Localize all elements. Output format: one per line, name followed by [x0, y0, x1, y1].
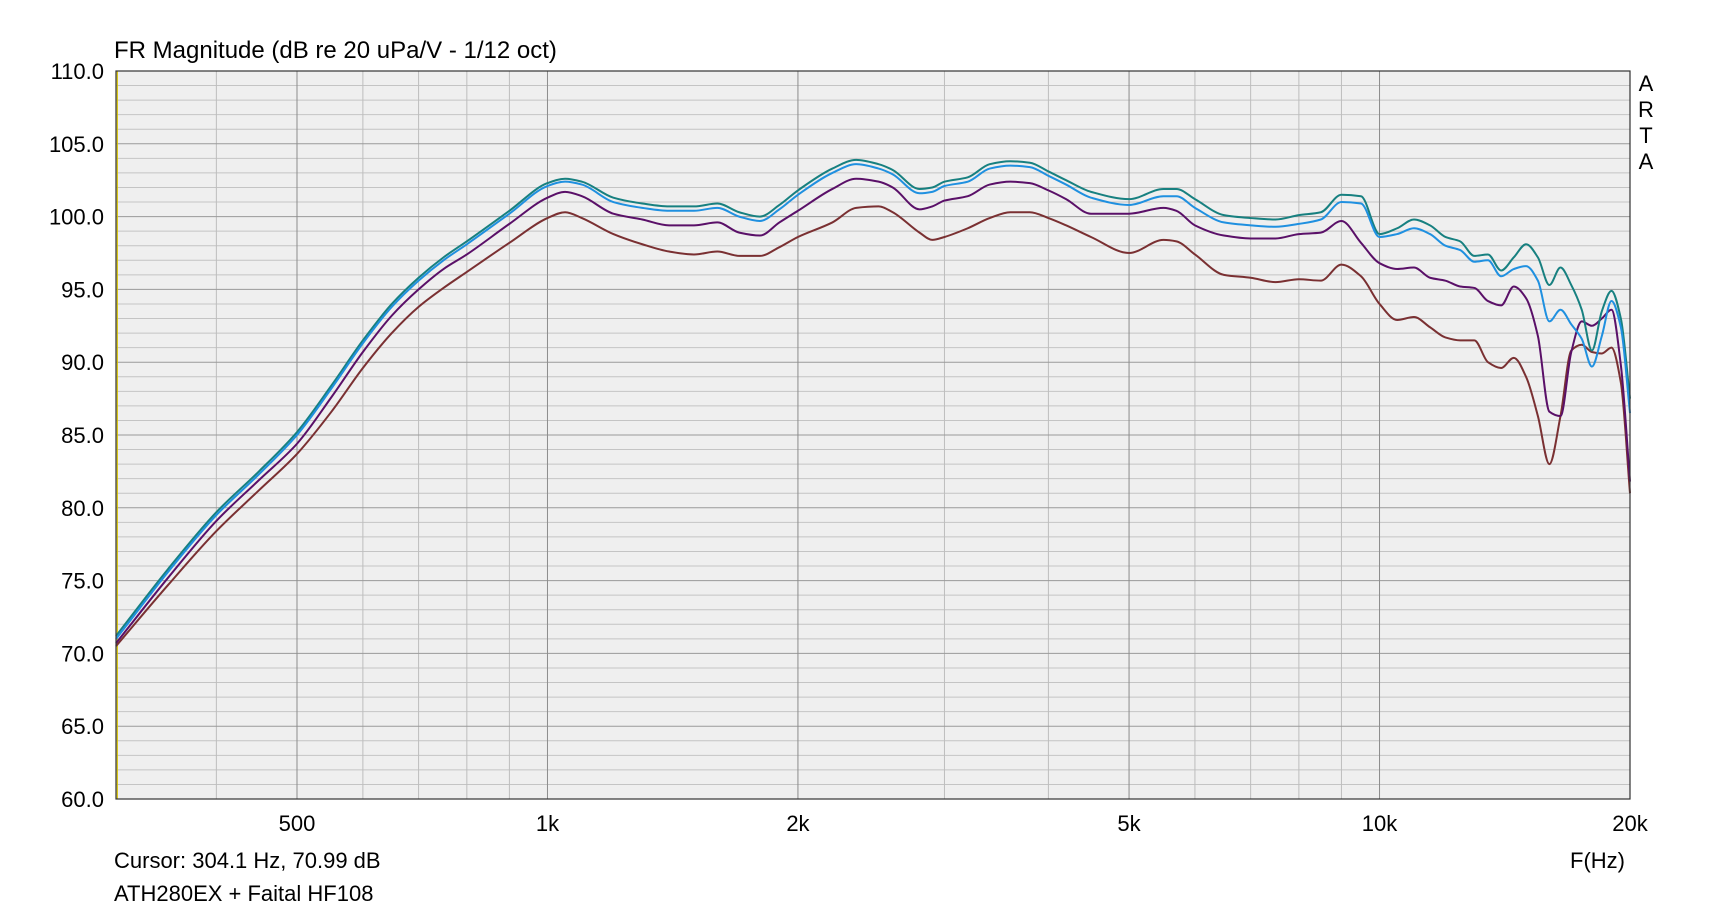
y-tick-labels: 60.0 65.0 70.0 75.0 80.0 85.0 90.0 95.0 100.0 105… [49, 59, 104, 812]
grid-minor [116, 71, 1630, 799]
y-tick-label: 95.0 [61, 277, 104, 302]
x-tick-label: 1k [536, 811, 560, 836]
plot-frame [115, 70, 1631, 800]
y-tick-label: 60.0 [61, 787, 104, 812]
watermark-letter: A [1639, 149, 1654, 174]
series-line [115, 158, 1631, 637]
series-line [115, 163, 1631, 640]
chart-title: FR Magnitude (dB re 20 uPa/V - 1/12 oct) [114, 37, 557, 64]
x-tick-label: 10k [1362, 811, 1398, 836]
grid-major [116, 71, 1630, 799]
x-tick-label: 500 [279, 811, 316, 836]
watermark-letter: R [1638, 97, 1654, 122]
cursor-readout: Cursor: 304.1 Hz, 70.99 dB [114, 848, 381, 873]
measurement-note: ATH280EX + Faital HF108 [114, 881, 373, 906]
watermark-letter: T [1639, 123, 1652, 148]
curves [115, 158, 1631, 647]
y-tick-label: 85.0 [61, 423, 104, 448]
watermark-letter: A [1639, 71, 1654, 96]
series-line [115, 177, 1631, 644]
x-tick-label: 20k [1612, 811, 1648, 836]
y-tick-label: 90.0 [61, 350, 104, 375]
y-tick-label: 110.0 [51, 59, 104, 84]
x-tick-labels: 500 1k 2k 5k 10k 20k [279, 811, 1649, 836]
y-tick-label: 100.0 [49, 205, 104, 230]
y-tick-label: 80.0 [61, 496, 104, 521]
x-tick-label: 5k [1117, 811, 1141, 836]
y-tick-label: 65.0 [61, 714, 104, 739]
y-tick-label: 70.0 [61, 641, 104, 666]
x-tick-label: 2k [786, 811, 810, 836]
y-tick-label: 75.0 [61, 569, 104, 594]
series-line [115, 205, 1631, 647]
y-tick-label: 105.0 [49, 132, 104, 157]
x-axis-label: F(Hz) [1570, 848, 1625, 873]
